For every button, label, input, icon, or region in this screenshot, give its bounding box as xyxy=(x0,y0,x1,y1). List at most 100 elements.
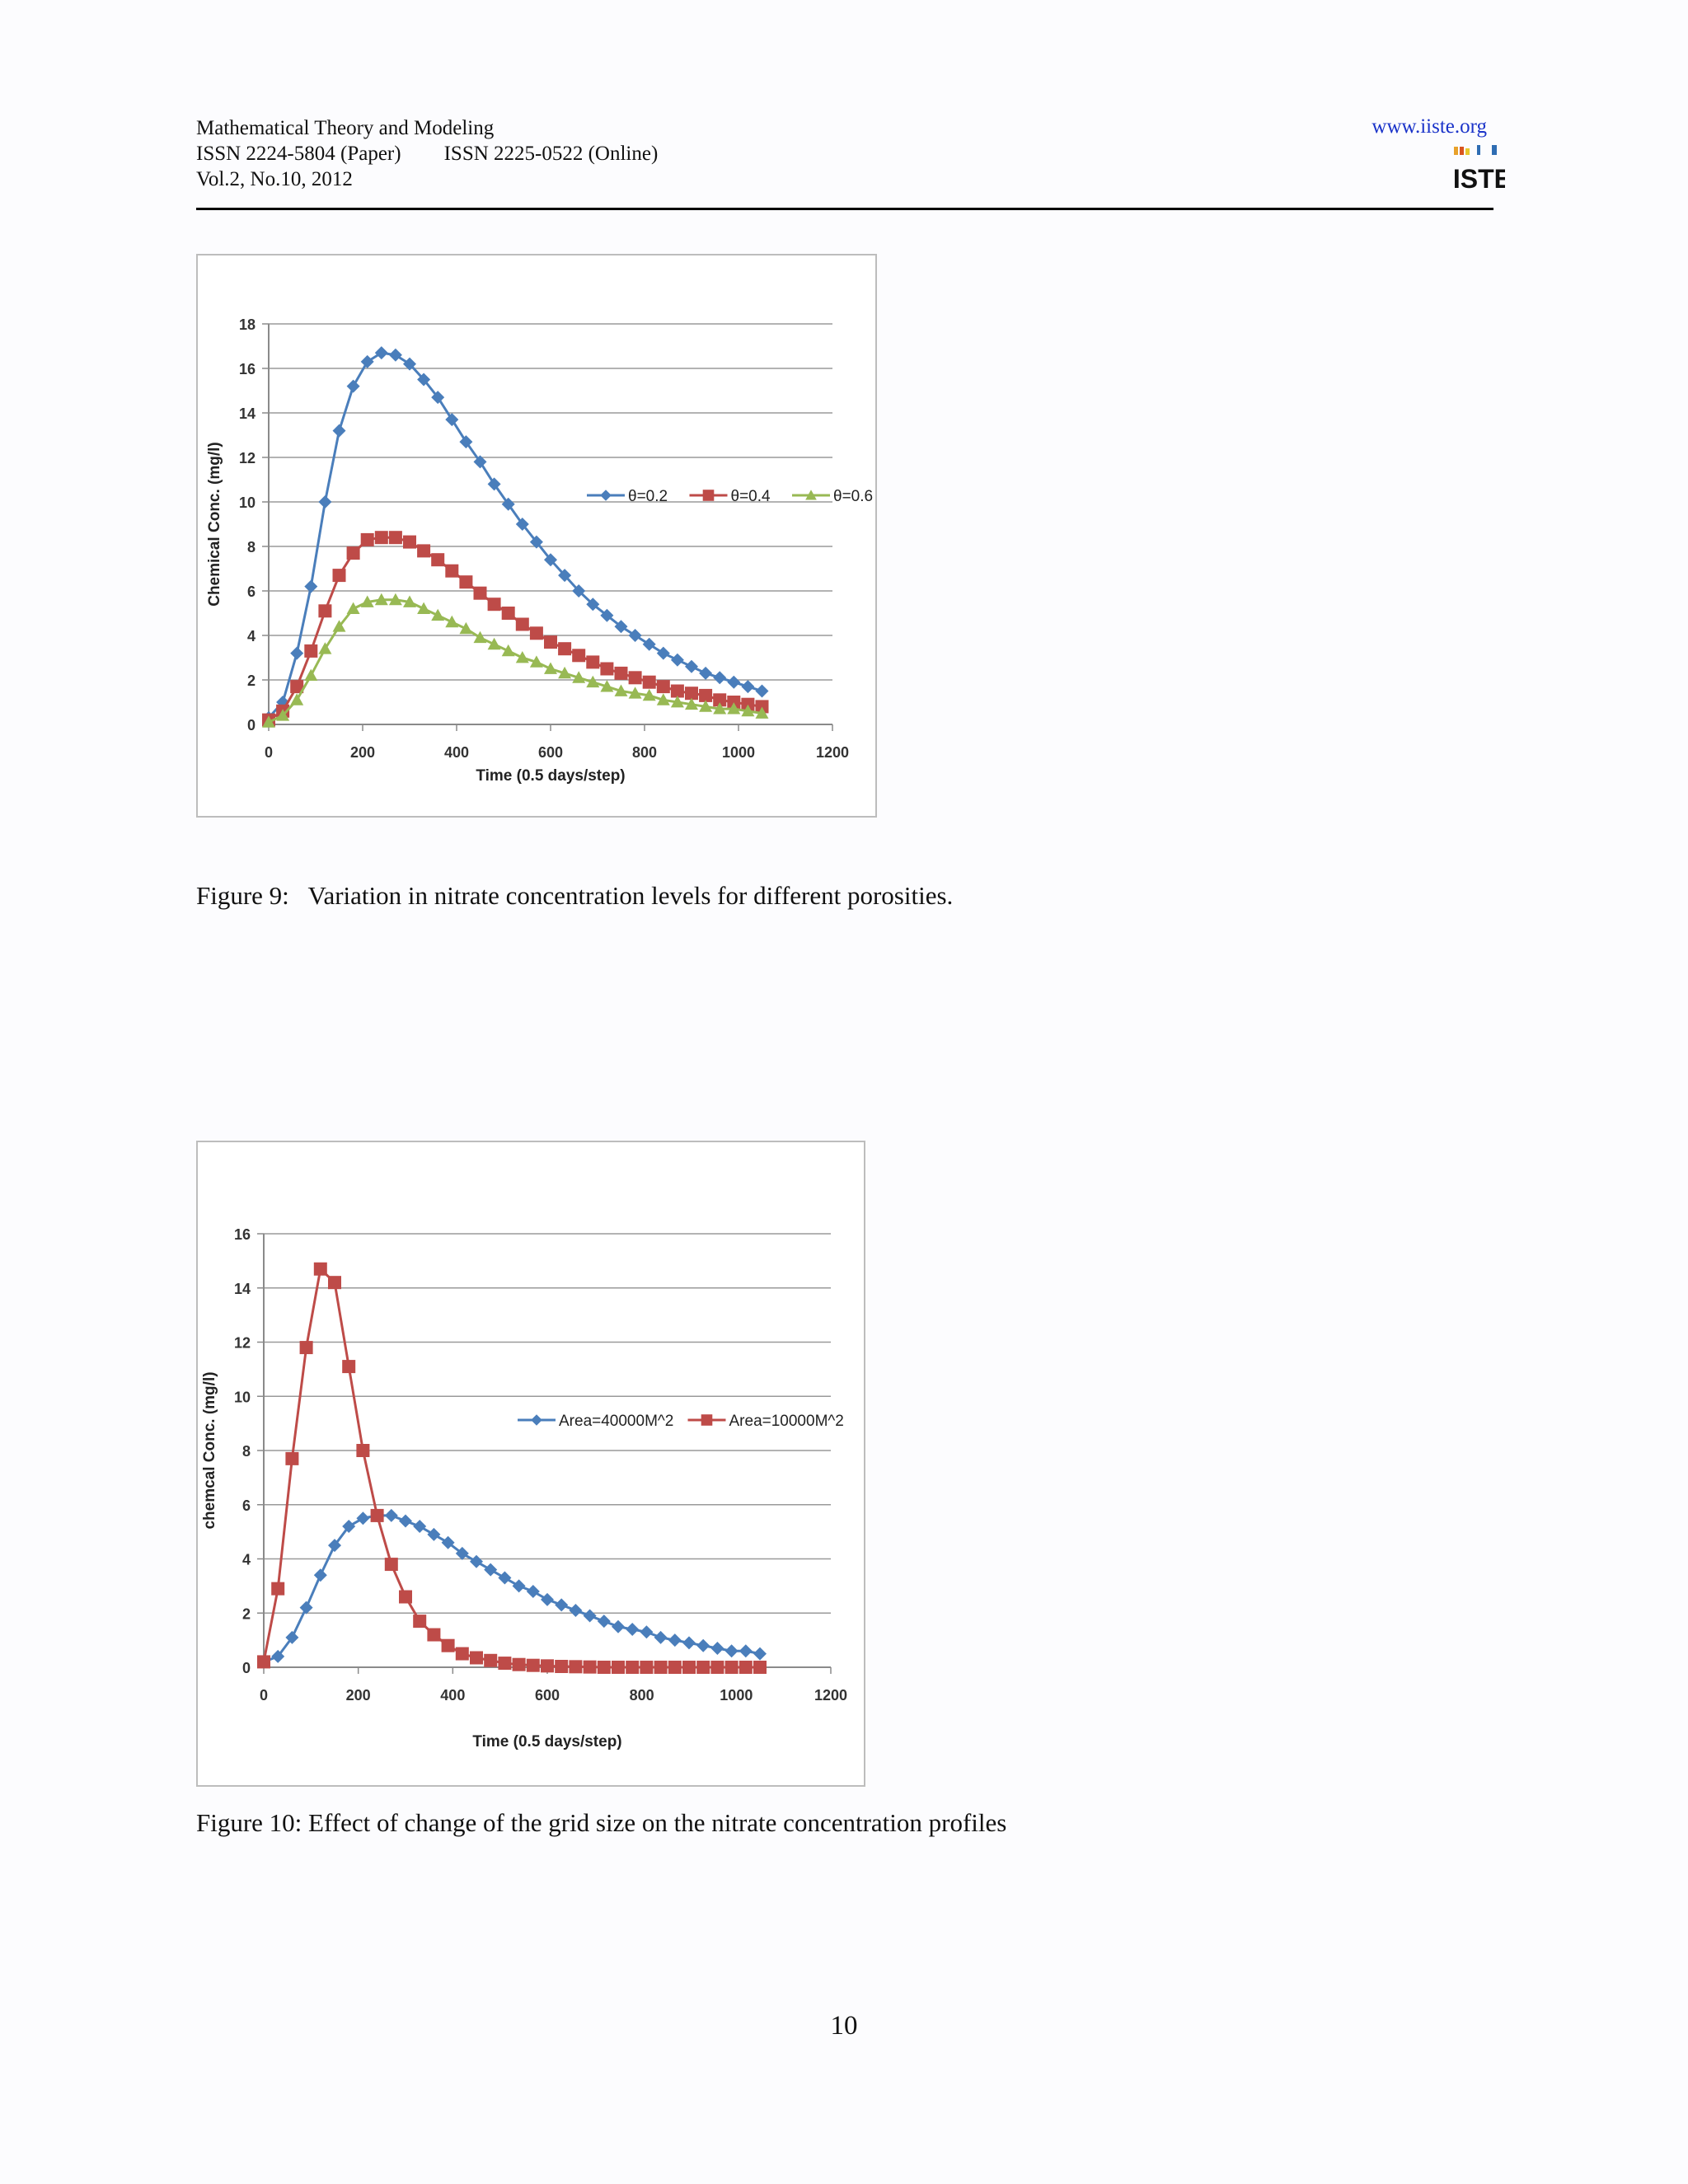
data-point xyxy=(654,1661,668,1674)
x-tick-label: 600 xyxy=(538,744,563,761)
data-point xyxy=(276,709,290,721)
data-point xyxy=(741,697,755,711)
data-point xyxy=(696,1661,710,1674)
legend: Area=40000M^2 Area=10000M^2 xyxy=(518,1413,844,1430)
data-point xyxy=(600,608,614,622)
data-point xyxy=(544,553,557,567)
data-point xyxy=(612,1661,625,1674)
data-point xyxy=(526,1584,540,1598)
y-tick-label: 16 xyxy=(234,1226,251,1243)
figure-10-chart: 0 2 4 6 8 10 12 14 16 0 200 400 600 800 1000 1200 Time (… xyxy=(201,1226,847,1750)
data-point xyxy=(487,637,501,650)
data-point xyxy=(413,1615,427,1629)
x-axis-title: Time (0.5 days/step) xyxy=(476,767,625,785)
data-point xyxy=(313,1568,327,1582)
data-point xyxy=(304,644,318,658)
header-rule xyxy=(196,208,1493,210)
data-point xyxy=(484,1563,498,1577)
data-point xyxy=(374,593,388,606)
data-point xyxy=(498,1657,512,1671)
data-point xyxy=(727,675,741,689)
legend-marker xyxy=(702,490,715,501)
x-tick-label: 1200 xyxy=(814,1687,847,1704)
y-axis-title: chemcal Conc. (mg/l) xyxy=(201,1371,218,1529)
data-point xyxy=(597,1615,611,1629)
data-point xyxy=(360,532,374,546)
data-point xyxy=(470,1651,483,1665)
data-point xyxy=(586,655,600,669)
data-point xyxy=(370,1508,384,1522)
journal-url-link[interactable]: www.iiste.org xyxy=(1372,115,1487,138)
data-point xyxy=(441,1535,455,1549)
data-point xyxy=(541,1659,554,1673)
data-point xyxy=(290,646,304,660)
data-point xyxy=(685,687,698,701)
data-point xyxy=(515,617,529,631)
legend-entry: Area=10000M^2 xyxy=(729,1413,844,1430)
data-point xyxy=(318,604,332,618)
data-point xyxy=(473,630,487,644)
issn-line: ISSN 2224-5804 (Paper) ISSN 2225-0522 (On… xyxy=(196,141,658,166)
y-axis-title: Chemical Conc. (mg/l) xyxy=(206,442,223,607)
series-1 xyxy=(257,1508,767,1669)
data-point xyxy=(614,666,628,680)
data-point xyxy=(727,702,741,715)
data-point xyxy=(512,1657,526,1671)
data-point xyxy=(403,595,416,607)
y-tick-label: 8 xyxy=(247,539,256,555)
x-tick-label: 1000 xyxy=(722,744,755,761)
data-point xyxy=(484,1653,498,1667)
data-point xyxy=(724,1661,738,1674)
series-1 xyxy=(262,346,769,724)
data-point xyxy=(431,608,445,621)
data-point xyxy=(597,1661,611,1674)
data-point xyxy=(727,696,741,709)
data-point xyxy=(285,1630,299,1644)
data-point xyxy=(656,680,670,694)
data-point xyxy=(738,1661,753,1674)
figure-10-caption: Figure 10: Effect of change of the grid … xyxy=(196,1808,1007,1837)
data-point xyxy=(501,497,515,511)
data-point xyxy=(501,644,515,657)
journal-title: Mathematical Theory and Modeling xyxy=(196,117,495,139)
y-tick-label: 12 xyxy=(234,1335,251,1352)
y-tick-label: 14 xyxy=(239,405,256,422)
figure-9-caption: Figure 9: Variation in nitrate concentra… xyxy=(196,881,954,910)
data-point xyxy=(572,584,586,598)
data-point xyxy=(544,662,557,674)
data-point xyxy=(670,653,684,667)
data-point xyxy=(741,704,755,717)
data-point xyxy=(670,684,684,698)
data-point xyxy=(431,391,445,405)
data-point xyxy=(572,671,586,683)
x-tick-label: 200 xyxy=(350,744,375,761)
data-point xyxy=(271,1649,285,1663)
legend-marker xyxy=(600,490,612,501)
data-point xyxy=(640,1661,654,1674)
data-point xyxy=(455,1546,469,1560)
data-point xyxy=(403,357,416,371)
data-point xyxy=(529,535,543,549)
x-tick-label: 0 xyxy=(265,744,273,761)
data-point xyxy=(541,1592,554,1606)
y-tick-label: 16 xyxy=(239,361,256,377)
data-point xyxy=(328,1539,341,1553)
y-tick-label: 0 xyxy=(247,717,256,733)
data-point xyxy=(346,602,360,614)
y-tick-label: 10 xyxy=(239,494,256,511)
data-point xyxy=(342,1520,356,1534)
data-point xyxy=(417,602,431,614)
data-point xyxy=(399,1514,412,1528)
series-line xyxy=(262,1266,760,1669)
data-point xyxy=(459,621,473,635)
data-point xyxy=(360,354,374,368)
data-point xyxy=(753,1661,767,1674)
data-point xyxy=(544,635,557,649)
data-point xyxy=(642,688,656,701)
series-3 xyxy=(262,593,769,728)
y-tick-label: 2 xyxy=(247,673,256,689)
figure-10-frame: 0 2 4 6 8 10 12 14 16 0 200 400 600 800 1000 1200 Time (… xyxy=(196,1141,865,1787)
data-point xyxy=(313,1262,327,1276)
data-point xyxy=(529,655,543,668)
logo-text: IISTE xyxy=(1452,164,1505,191)
